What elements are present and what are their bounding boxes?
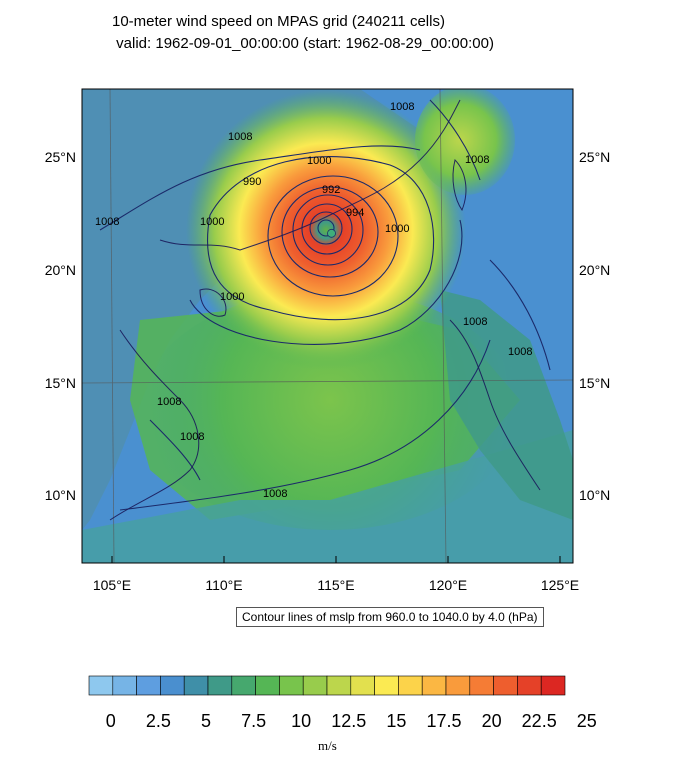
lat-tick-label: 25°N xyxy=(579,149,610,165)
colorbar-swatch xyxy=(88,675,114,696)
colorbar-swatch xyxy=(493,675,518,696)
colorbar-swatch xyxy=(374,675,399,696)
title-line-2: valid: 1962-09-01_00:00:00 (start: 1962-… xyxy=(112,35,494,52)
colorbar-swatch xyxy=(302,675,328,696)
colorbar-label: 0 xyxy=(106,711,116,731)
colorbar-label: 2.5 xyxy=(146,711,171,731)
contour-label: 1000 xyxy=(220,291,244,303)
colorbar-swatch xyxy=(279,675,304,696)
colorbar-swatch xyxy=(112,675,137,696)
lat-axis-left: 10°N 15°N 20°N 25°N xyxy=(45,149,76,503)
colorbar-swatch xyxy=(540,675,566,696)
colorbar-swatch xyxy=(255,675,280,696)
mslp-contours xyxy=(99,99,551,511)
lon-axis: 105°E 110°E 115°E 120°E 125°E xyxy=(93,556,579,593)
colorbar-swatch xyxy=(231,675,256,696)
wind-speed-map: 1008 1008 1000 990 992 994 1000 1000 100… xyxy=(45,88,610,593)
map-frame xyxy=(81,88,574,564)
colorbar-swatch xyxy=(183,675,209,696)
lat-tick-label: 15°N xyxy=(45,375,76,391)
lat-tick-label: 20°N xyxy=(45,262,76,278)
colorbar-label: 20 xyxy=(482,711,502,731)
colorbar-label: 5 xyxy=(201,711,211,731)
contour-label: 1000 xyxy=(385,223,409,235)
contour-label: 1008 xyxy=(180,431,204,443)
contour-label: 992 xyxy=(322,184,340,196)
colorbar-label: 12.5 xyxy=(331,711,366,731)
colorbar-swatch xyxy=(469,675,494,696)
contour-label: 1000 xyxy=(200,216,224,228)
contour-label: 1008 xyxy=(263,488,287,500)
colorbar-swatch xyxy=(398,675,423,696)
map-field xyxy=(82,89,573,563)
storm-eye-marker xyxy=(327,228,336,238)
lat-tick-label: 25°N xyxy=(45,149,76,165)
lat-tick-label: 10°N xyxy=(579,487,610,503)
contour-label: 1008 xyxy=(465,154,489,166)
title-line-1: 10-meter wind speed on MPAS grid (240211… xyxy=(112,13,445,30)
colorbar-label: 17.5 xyxy=(426,711,461,731)
colorbar-label: 10 xyxy=(291,711,311,731)
colorbar-swatch xyxy=(517,675,542,696)
contour-label: 1008 xyxy=(157,396,181,408)
colorbar-label: 15 xyxy=(386,711,406,731)
colorbar-swatch xyxy=(350,675,375,696)
contour-note: Contour lines of mslp from 960.0 to 1040… xyxy=(236,607,544,627)
contour-label: 994 xyxy=(346,207,364,219)
contour-label: 990 xyxy=(243,176,261,188)
colorbar-swatch xyxy=(207,675,233,696)
lon-tick-label: 115°E xyxy=(317,577,354,593)
lat-axis-right: 10°N 15°N 20°N 25°N xyxy=(579,149,610,503)
colorbar-units: m/s xyxy=(318,738,337,753)
colorbar-swatch xyxy=(326,675,352,696)
lon-tick-label: 120°E xyxy=(429,577,467,593)
colorbar-label: 22.5 xyxy=(522,711,557,731)
contour-label: 1000 xyxy=(307,155,331,167)
contour-label: 1008 xyxy=(390,101,414,113)
contour-label: 1008 xyxy=(95,216,119,228)
lat-tick-label: 15°N xyxy=(579,375,610,391)
lat-tick-label: 10°N xyxy=(45,487,76,503)
lat-tick-label: 20°N xyxy=(579,262,610,278)
colorbar-labels: 0 2.5 5 7.5 10 12.5 15 17.5 20 22.5 25 xyxy=(106,711,597,731)
contour-label: 1008 xyxy=(463,316,487,328)
contour-labels: 1008 1008 1000 990 992 994 1000 1000 100… xyxy=(95,101,532,500)
contour-label: 1008 xyxy=(508,346,532,358)
lon-tick-label: 125°E xyxy=(541,577,579,593)
colorbar-swatch xyxy=(445,675,471,696)
contour-label: 1008 xyxy=(228,131,252,143)
colorbar-swatch xyxy=(421,675,447,696)
colorbar-swatches xyxy=(88,675,566,696)
colorbar-label: 25 xyxy=(577,711,597,731)
colorbar-label: 7.5 xyxy=(241,711,266,731)
lon-tick-label: 110°E xyxy=(205,577,242,593)
lon-tick-label: 105°E xyxy=(93,577,131,593)
colorbar-swatch xyxy=(160,675,185,696)
colorbar-swatch xyxy=(136,675,161,696)
